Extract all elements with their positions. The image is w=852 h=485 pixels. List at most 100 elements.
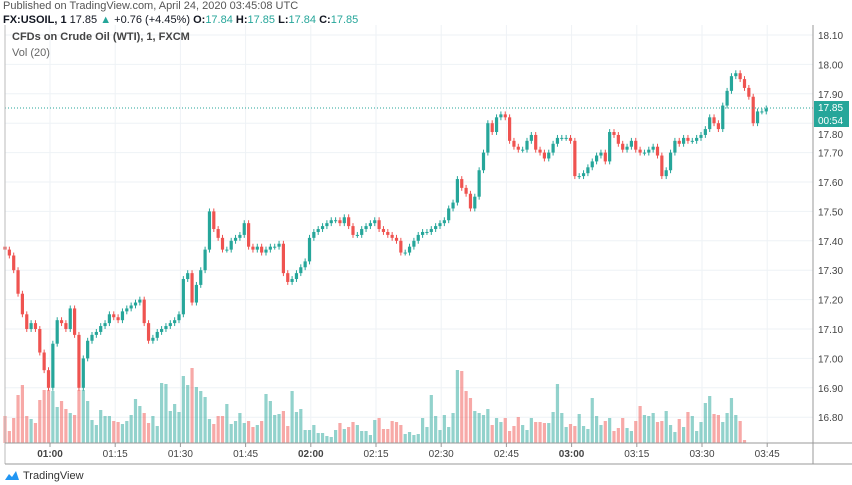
- volume-bar: [20, 385, 24, 443]
- candle-body: [394, 237, 399, 241]
- candle-body: [264, 249, 268, 253]
- volume-bar: [595, 416, 599, 443]
- candle-body: [129, 305, 133, 309]
- volume-bar: [186, 385, 190, 443]
- volume-bar: [538, 422, 542, 443]
- candle-body: [325, 223, 329, 227]
- volume-bar: [55, 407, 59, 443]
- price-axis: 18.10 18.00 17.90 17.80 17.70 17.60 17.50 17.40…: [818, 31, 843, 424]
- time-tick: 02:15: [363, 449, 388, 460]
- price-tick: 18.10: [818, 31, 843, 42]
- candle-body: [33, 323, 38, 329]
- candle-body: [368, 223, 372, 227]
- volume-bar: [312, 425, 316, 443]
- volume-bar: [438, 430, 442, 443]
- volume-bar: [577, 414, 581, 443]
- volume-bar: [355, 425, 359, 443]
- volume-bar: [107, 416, 111, 443]
- candle-body: [512, 140, 516, 147]
- candle-body: [203, 249, 207, 271]
- volume-bar: [255, 425, 259, 443]
- candle-body: [481, 152, 486, 171]
- candle-body: [595, 155, 599, 162]
- volume-bar: [325, 436, 329, 443]
- volume-bar: [329, 437, 333, 443]
- volume-bar: [268, 401, 272, 443]
- candle-body: [307, 237, 312, 262]
- volume-bar: [695, 431, 699, 443]
- volume-bar: [660, 421, 664, 443]
- candle-body: [338, 220, 342, 224]
- volume-bar: [564, 427, 568, 443]
- volume-bar: [303, 430, 307, 443]
- candle-body: [429, 229, 433, 232]
- candle-body: [212, 211, 216, 230]
- candle-body: [412, 240, 416, 247]
- candle-body: [173, 320, 177, 324]
- candle-body: [655, 146, 660, 156]
- low-label: L:: [278, 14, 289, 26]
- tradingview-logo[interactable]: TradingView: [4, 470, 84, 482]
- candle-body: [677, 140, 681, 144]
- candle-body: [586, 167, 590, 174]
- candle-body: [281, 243, 285, 274]
- price-tick: 16.90: [818, 384, 843, 395]
- volume-bar: [490, 425, 494, 443]
- volume-bar: [125, 421, 129, 443]
- volume-bar: [320, 433, 325, 443]
- volume-bar: [316, 433, 320, 443]
- candle-body: [616, 134, 620, 144]
- volume-bar: [25, 416, 29, 443]
- candle-body: [642, 152, 647, 154]
- volume-bar: [603, 421, 607, 443]
- volume-bar: [460, 371, 464, 443]
- volume-bar: [342, 429, 346, 443]
- volume-bar: [86, 401, 90, 443]
- volume-bar: [529, 418, 533, 443]
- candle-body: [695, 137, 699, 141]
- volume-bar: [360, 431, 364, 443]
- candle-body: [516, 146, 520, 150]
- volume-bar: [77, 390, 81, 443]
- candle-body: [555, 137, 560, 144]
- candle-body: [273, 246, 277, 248]
- volume-bar: [677, 419, 681, 443]
- volume-bar: [155, 426, 159, 443]
- up-arrow-icon: ▲: [100, 14, 112, 26]
- candle-body: [303, 261, 307, 268]
- candle-body: [560, 137, 564, 139]
- candle-body: [103, 323, 107, 327]
- volume-bar: [647, 416, 651, 443]
- volume-bar: [464, 391, 468, 443]
- candle-body: [334, 220, 338, 222]
- volume-bar: [207, 419, 212, 443]
- candle-body: [186, 273, 190, 280]
- candle-body: [751, 96, 755, 124]
- candle-body: [742, 79, 747, 88]
- volume-bar: [590, 398, 594, 443]
- candle-body: [390, 234, 394, 238]
- volume-bar: [138, 406, 142, 443]
- volume-legend[interactable]: Vol (20): [12, 47, 50, 59]
- symbol-name[interactable]: FX:USOIL, 1: [3, 14, 67, 26]
- time-tick: 03:15: [624, 449, 649, 460]
- candle-body: [16, 270, 20, 294]
- volume-bars: [3, 368, 747, 443]
- time-axis: 01:00 01:15 01:30 01:45 02:00 02:15 02:30 02:45…: [37, 443, 780, 460]
- series-title[interactable]: CFDs on Crude Oil (WTI), 1, FXCM: [12, 31, 190, 43]
- candle-body: [729, 76, 734, 91]
- volume-bar: [46, 390, 51, 443]
- volume-bar: [612, 431, 616, 443]
- candle-body: [425, 231, 429, 233]
- candle-body: [734, 73, 738, 77]
- low-value: 17.84: [288, 14, 317, 26]
- candle-body: [7, 249, 11, 256]
- volume-bar: [494, 418, 499, 443]
- candle-body: [451, 202, 455, 209]
- volume-bar: [738, 421, 742, 443]
- volume-bar: [721, 422, 725, 443]
- candle-body: [25, 314, 29, 329]
- volume-bar: [625, 428, 629, 443]
- volume-bar: [112, 421, 116, 443]
